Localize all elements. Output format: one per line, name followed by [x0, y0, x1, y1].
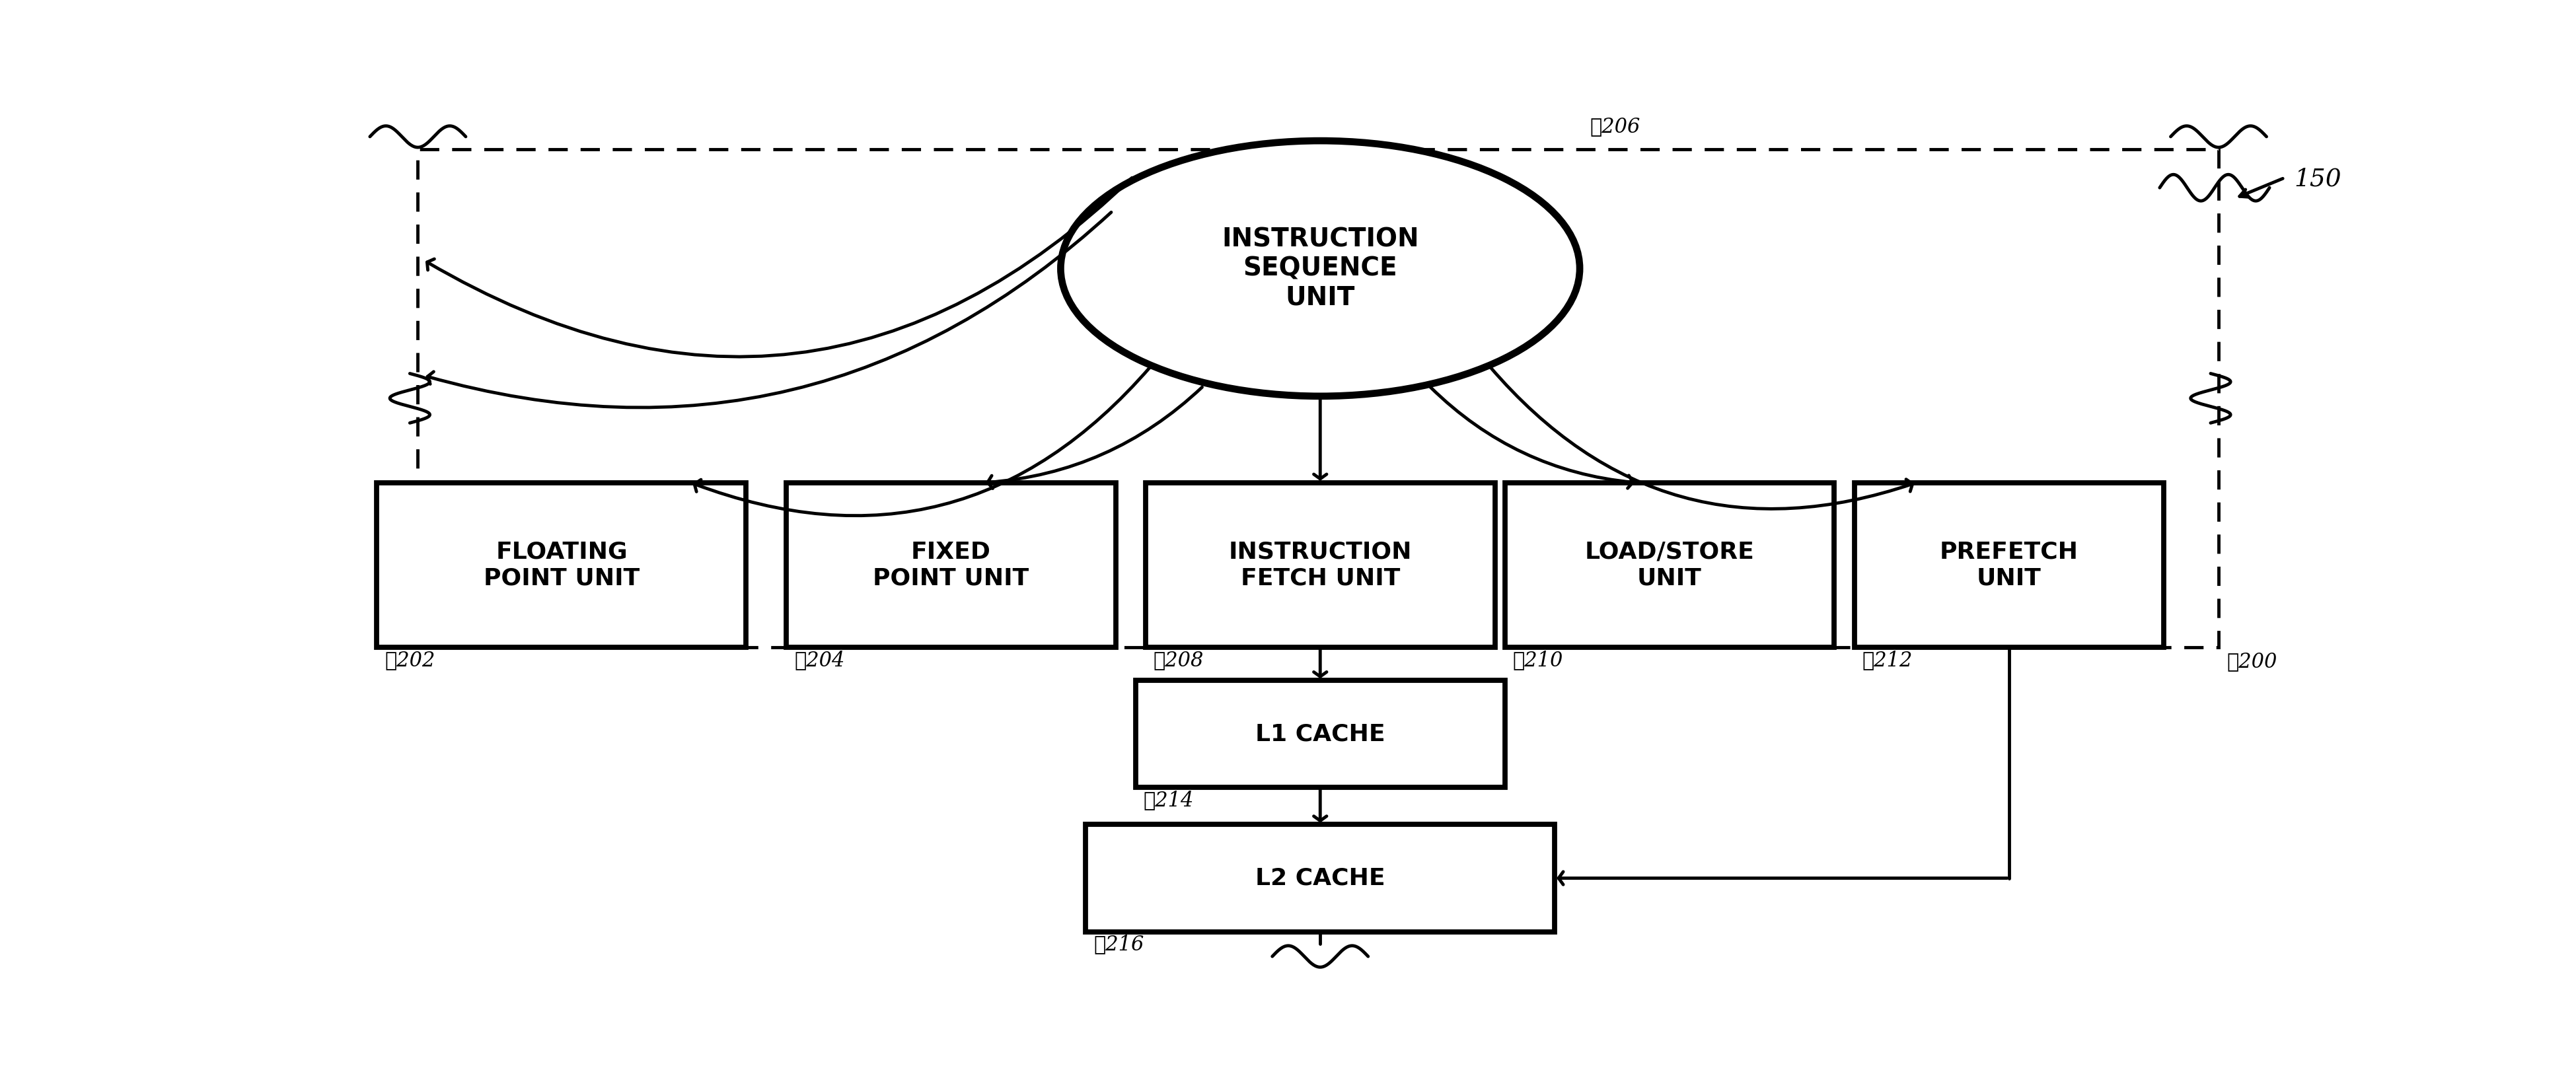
Text: L2 CACHE: L2 CACHE — [1255, 867, 1386, 889]
Text: ⌞200: ⌞200 — [2226, 652, 2277, 672]
Text: PREFETCH
UNIT: PREFETCH UNIT — [1940, 540, 2079, 590]
FancyArrowPatch shape — [428, 212, 1110, 408]
Text: ⌞216: ⌞216 — [1095, 934, 1144, 954]
Text: FIXED
POINT UNIT: FIXED POINT UNIT — [873, 540, 1028, 590]
Bar — [1855, 483, 2164, 647]
FancyArrowPatch shape — [987, 387, 1203, 489]
Text: ⌞212: ⌞212 — [1862, 649, 1914, 671]
Text: ⌞214: ⌞214 — [1144, 790, 1195, 810]
Bar — [417, 149, 2218, 647]
Bar — [1146, 483, 1494, 647]
Text: L1 CACHE: L1 CACHE — [1255, 722, 1386, 745]
Text: ⌞210: ⌞210 — [1512, 649, 1564, 671]
Text: LOAD/STORE
UNIT: LOAD/STORE UNIT — [1584, 540, 1754, 590]
Text: FLOATING
POINT UNIT: FLOATING POINT UNIT — [484, 540, 639, 590]
Bar — [1504, 483, 1834, 647]
Text: ⌞204: ⌞204 — [793, 649, 845, 671]
Text: INSTRUCTION
FETCH UNIT: INSTRUCTION FETCH UNIT — [1229, 540, 1412, 590]
Text: ⌞206: ⌞206 — [1589, 117, 1641, 137]
FancyArrowPatch shape — [1489, 367, 1911, 509]
Bar — [1136, 681, 1504, 788]
Bar — [376, 483, 747, 647]
Text: ⌞202: ⌞202 — [384, 649, 435, 671]
FancyArrowPatch shape — [1430, 387, 1633, 488]
Text: ⌞208: ⌞208 — [1154, 649, 1203, 671]
Text: 150: 150 — [2295, 168, 2342, 192]
Bar — [1084, 825, 1556, 932]
FancyArrowPatch shape — [428, 178, 1131, 356]
FancyArrowPatch shape — [696, 367, 1151, 516]
Text: INSTRUCTION
SEQUENCE
UNIT: INSTRUCTION SEQUENCE UNIT — [1221, 227, 1419, 310]
Bar — [786, 483, 1115, 647]
Ellipse shape — [1061, 141, 1579, 396]
